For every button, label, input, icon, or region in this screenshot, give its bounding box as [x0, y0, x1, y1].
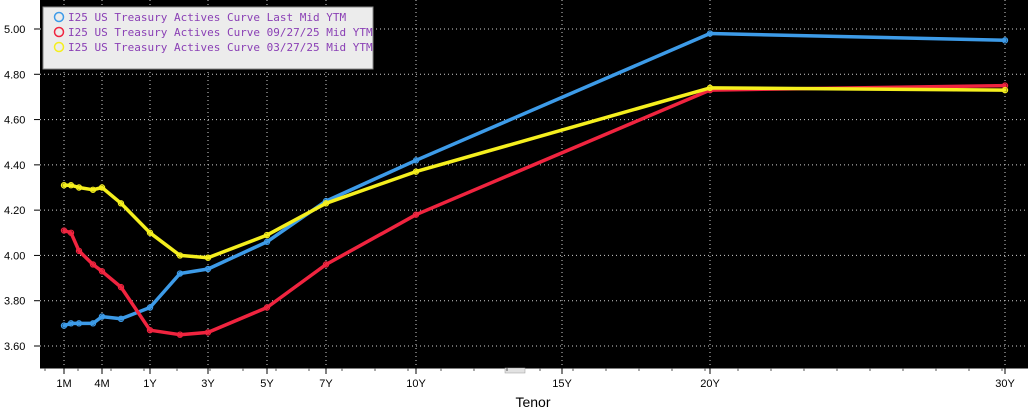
series-2-point	[60, 227, 68, 234]
series-3-point	[412, 168, 420, 175]
x-axis-scroll-handle[interactable]	[504, 367, 526, 374]
series-2-point	[146, 326, 154, 334]
y-tick-label: 3.80	[4, 296, 25, 308]
series-2-point	[322, 261, 330, 268]
y-axis-ticks: 5.00 4.80 4.60 4.40 4.20 4.00 3.80 3.60	[4, 24, 40, 353]
series-1-point	[60, 322, 68, 329]
series-2-point	[176, 331, 184, 338]
series-3-point	[98, 184, 106, 191]
series-1-point	[89, 320, 97, 327]
x-tick-label: 15Y	[552, 378, 572, 390]
series-1-point	[706, 30, 714, 37]
x-axis-title: Tenor	[515, 394, 550, 410]
series-2-point	[67, 229, 75, 236]
x-tick-label: 10Y	[406, 378, 426, 390]
series-1-point	[412, 157, 420, 164]
series-line-2	[62, 83, 1007, 337]
series-2-point	[1001, 82, 1009, 89]
series-1-point	[98, 313, 106, 320]
series-2-point	[204, 329, 212, 336]
x-tick-label: 5Y	[260, 378, 274, 390]
legend-marker-1	[53, 11, 65, 23]
series-1-point	[75, 320, 83, 327]
series-3-point	[1001, 86, 1009, 94]
series-3-point	[706, 84, 714, 92]
legend-box	[42, 6, 374, 70]
series-3-point	[117, 200, 125, 207]
legend-label-2: I25 US Treasury Actives Curve 09/27/25 M…	[68, 26, 373, 39]
x-tick-label: 3Y	[201, 378, 215, 390]
series-2-point	[75, 247, 83, 255]
y-tick-label: 4.00	[4, 250, 25, 262]
series-1-point	[146, 304, 154, 311]
series-1-point	[263, 238, 271, 246]
series-3-point	[322, 200, 330, 207]
series-3-point	[75, 184, 83, 191]
x-axis-ticks: 1M 4M 1Y 3Y 5Y 7Y 10Y 15Y 20Y 30Y	[40, 367, 1028, 390]
series-3-point	[60, 182, 68, 189]
series-1-point	[1001, 37, 1009, 44]
series-3-point	[176, 252, 184, 259]
series-2-point	[117, 283, 125, 291]
series-1-point	[176, 270, 184, 277]
legend[interactable]: I25 US Treasury Actives Curve Last Mid Y…	[42, 6, 374, 70]
series-2-point	[412, 211, 420, 218]
y-tick-label: 3.60	[4, 341, 25, 353]
x-axis-panel	[0, 368, 1028, 411]
y-tick-label: 4.60	[4, 115, 25, 127]
y-tick-label: 4.80	[4, 69, 25, 81]
series-3-point	[204, 254, 212, 261]
legend-label-1: I25 US Treasury Actives Curve Last Mid Y…	[68, 11, 347, 24]
series-2-point	[89, 261, 97, 268]
x-tick-label: 20Y	[700, 378, 720, 390]
series-1-point	[67, 320, 75, 327]
series-3-point	[146, 229, 154, 236]
series-2-point	[263, 304, 271, 311]
legend-marker-3	[53, 41, 65, 53]
series-3-point	[67, 182, 75, 189]
y-tick-label: 5.00	[4, 24, 25, 36]
y-tick-label: 4.40	[4, 160, 25, 172]
x-tick-label: 1M	[56, 378, 71, 390]
series-lines	[60, 30, 1009, 338]
series-1-point	[117, 315, 125, 323]
x-tick-label: 4M	[94, 378, 109, 390]
series-3-point	[263, 231, 271, 239]
series-3-point	[89, 186, 97, 193]
legend-label-3: I25 US Treasury Actives Curve 03/27/25 M…	[68, 41, 373, 54]
x-tick-label: 30Y	[995, 378, 1015, 390]
x-tick-label: 7Y	[319, 378, 333, 390]
legend-marker-2	[53, 26, 65, 38]
y-tick-label: 4.20	[4, 205, 25, 217]
x-tick-label: 1Y	[143, 378, 157, 390]
series-1-point	[204, 265, 212, 273]
series-2-point	[98, 268, 106, 275]
y-axis-panel	[0, 0, 40, 368]
